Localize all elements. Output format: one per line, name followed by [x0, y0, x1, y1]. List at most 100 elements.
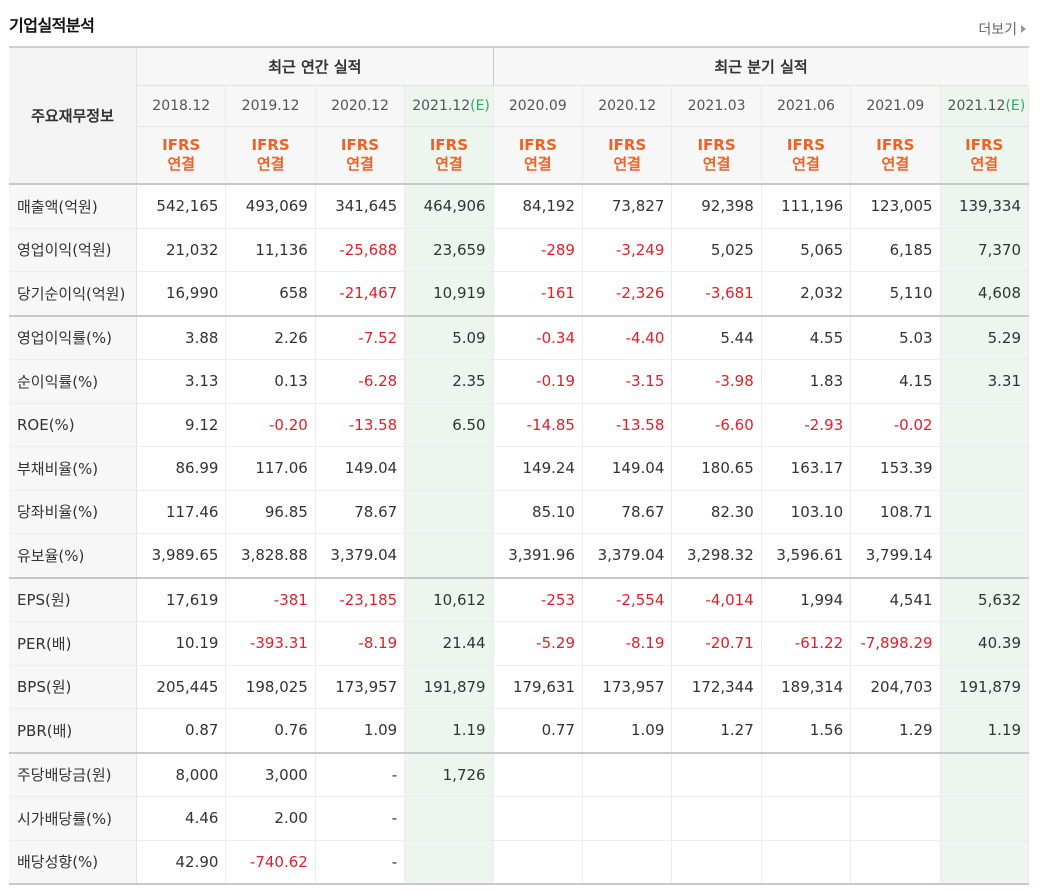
- table-cell: [940, 446, 1030, 491]
- table-cell: 111,196: [761, 184, 852, 229]
- ifrs-line1: IFRS: [518, 136, 557, 154]
- table-cell: 23,659: [404, 228, 494, 272]
- table-cell: 0.87: [136, 708, 227, 754]
- table-cell: 341,645: [315, 184, 406, 229]
- table-cell: 42.90: [136, 840, 227, 885]
- period-label: 2021.12: [947, 98, 1006, 114]
- table-cell: -4,014: [671, 577, 762, 622]
- ifrs-line1: IFRS: [251, 136, 290, 154]
- period-label: 2020.12: [598, 98, 657, 114]
- table-cell: 73,827: [582, 184, 673, 229]
- table-cell: -13.58: [582, 403, 673, 447]
- table-cell: -23,185: [315, 577, 406, 622]
- table-cell: 78.67: [315, 490, 406, 534]
- row-label: EPS(원): [9, 577, 138, 622]
- table-cell: -161: [492, 271, 583, 317]
- table-cell: [940, 796, 1030, 841]
- table-cell: [940, 403, 1030, 447]
- financial-summary-table: 주요재무정보 최근 연간 실적 최근 분기 실적 2018.12 2019.12 2…: [9, 46, 1030, 885]
- row-label: 배당성향(%): [9, 840, 138, 885]
- chevron-right-icon: [1021, 25, 1026, 33]
- period-header: 2021.12(E): [940, 85, 1030, 127]
- table-cell: 17,619: [136, 577, 227, 622]
- group-annual: 최근 연간 실적: [136, 46, 494, 86]
- table-cell: 3,596.61: [761, 533, 852, 579]
- table-cell: 21,032: [136, 228, 227, 272]
- table-cell: -0.20: [225, 403, 316, 447]
- row-label: 영업이익(억원): [9, 228, 138, 272]
- table-cell: [404, 490, 494, 534]
- table-row: BPS(원) 205,445 198,025 173,957 191,879 179,63…: [9, 665, 1030, 709]
- table-cell: 493,069: [225, 184, 316, 229]
- table-cell: -8.19: [315, 621, 406, 666]
- table-cell: 5,110: [850, 271, 941, 317]
- ifrs-label: IFRS 연결: [850, 126, 941, 185]
- table-cell: -2.93: [761, 403, 852, 447]
- row-label: BPS(원): [9, 665, 138, 709]
- table-cell: -20.71: [671, 621, 762, 666]
- table-cell: -14.85: [492, 403, 583, 447]
- period-header: 2021.06: [761, 85, 852, 127]
- table-cell: 204,703: [850, 665, 941, 709]
- table-cell: 7,370: [940, 228, 1030, 272]
- table-cell: 205,445: [136, 665, 227, 709]
- table-cell: [850, 796, 941, 841]
- table-cell: 149.04: [315, 446, 406, 491]
- more-link[interactable]: 더보기: [978, 19, 1026, 39]
- period-header: 2020.12: [315, 85, 406, 127]
- section-title: 기업실적분석: [9, 16, 95, 35]
- table-cell: -0.34: [492, 315, 583, 360]
- ifrs-line1: IFRS: [608, 136, 647, 154]
- table-cell: 3,298.32: [671, 533, 762, 579]
- table-row: 영업이익(억원) 21,032 11,136 -25,688 23,659 -289 -3,…: [9, 228, 1030, 272]
- table-corner-label: 주요재무정보: [9, 46, 138, 185]
- table-cell: 1,994: [761, 577, 852, 622]
- ifrs-line1: IFRS: [786, 136, 826, 154]
- row-label: 순이익률(%): [9, 359, 138, 404]
- table-cell: 1,726: [404, 752, 494, 797]
- table-cell: 3,000: [225, 752, 316, 797]
- ifrs-label: IFRS 연결: [492, 126, 583, 185]
- period-label: 2021.03: [687, 98, 746, 114]
- table-cell: 0.76: [225, 708, 316, 754]
- row-label: PBR(배): [9, 708, 138, 754]
- table-cell: 5.29: [940, 315, 1030, 360]
- table-cell: 4,608: [940, 271, 1030, 317]
- table-cell: 1.09: [315, 708, 406, 754]
- ifrs-line2: 연결: [167, 155, 196, 173]
- table-cell: 5,632: [940, 577, 1030, 622]
- ifrs-label: IFRS 연결: [136, 126, 227, 185]
- table-cell: 2.00: [225, 796, 316, 841]
- table-cell: 4.46: [136, 796, 227, 841]
- period-label: 2021.06: [777, 98, 835, 114]
- table-cell: 82.30: [671, 490, 762, 534]
- table-cell: [850, 752, 941, 797]
- table-cell: 9.12: [136, 403, 227, 447]
- table-cell: -61.22: [761, 621, 852, 666]
- table-cell: -25,688: [315, 228, 406, 272]
- table-cell: 3,799.14: [850, 533, 941, 579]
- table-cell: 163.17: [761, 446, 852, 491]
- table-cell: 149.04: [582, 446, 673, 491]
- table-cell: 3.88: [136, 315, 227, 360]
- table-cell: -8.19: [582, 621, 673, 666]
- table-cell: [940, 752, 1030, 797]
- row-label: 주당배당금(원): [9, 752, 138, 797]
- table-cell: 10.19: [136, 621, 227, 666]
- table-cell: 16,990: [136, 271, 227, 317]
- table-cell: -2,554: [582, 577, 673, 622]
- ifrs-line2: 연결: [792, 155, 820, 173]
- ifrs-line2: 연결: [256, 155, 285, 173]
- table-cell: 173,957: [582, 665, 673, 709]
- table-row: PBR(배) 0.87 0.76 1.09 1.19 0.77 1.09 1.27 1.56 1.…: [9, 708, 1030, 754]
- ifrs-line2: 연결: [346, 155, 374, 173]
- table-cell: 2.35: [404, 359, 494, 404]
- table-cell: -: [315, 796, 406, 841]
- ifrs-line1: IFRS: [876, 136, 915, 154]
- row-label: 부채비율(%): [9, 446, 138, 491]
- table-cell: [582, 752, 673, 797]
- table-cell: 0.13: [225, 359, 316, 404]
- ifrs-label: IFRS 연결: [671, 126, 762, 185]
- ifrs-line1: IFRS: [340, 136, 380, 154]
- row-label: 당좌비율(%): [9, 490, 138, 534]
